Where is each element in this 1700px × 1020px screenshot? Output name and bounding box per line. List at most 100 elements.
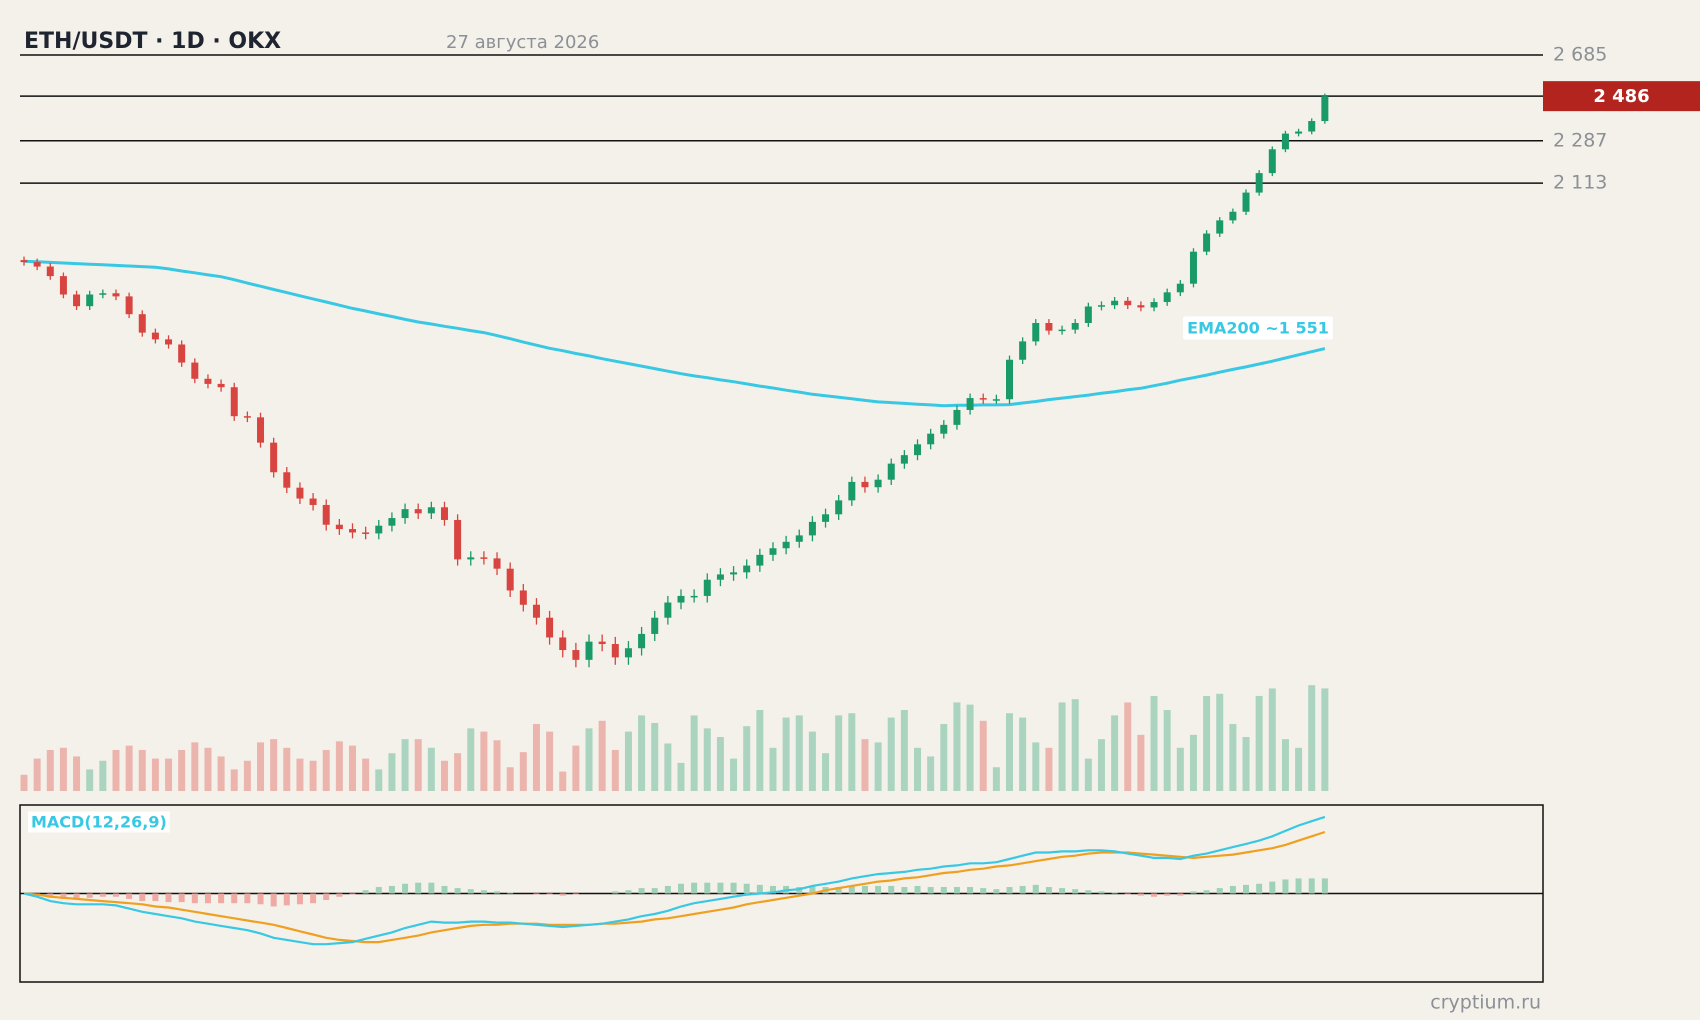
candle-body xyxy=(362,532,370,534)
macd-histogram-bar xyxy=(861,885,868,894)
candle-body xyxy=(467,557,475,560)
macd-line xyxy=(23,815,1326,946)
candle-body xyxy=(1137,305,1145,308)
volume-bar xyxy=(283,747,291,791)
volume-bar xyxy=(703,728,711,791)
macd-histogram-bar xyxy=(375,887,382,894)
macd-histogram-bar xyxy=(625,890,632,894)
volume-bar xyxy=(1321,688,1329,791)
candle-body xyxy=(782,541,790,549)
candle-body xyxy=(86,294,94,307)
macd-histogram-bar xyxy=(1085,890,1092,894)
volume-bar xyxy=(1242,737,1250,791)
volume-bar xyxy=(743,726,751,791)
candle-body xyxy=(1308,121,1316,132)
macd-histogram-bar xyxy=(296,893,303,905)
volume-bar xyxy=(756,710,764,791)
volume-bar xyxy=(900,710,908,791)
candle-body xyxy=(1189,251,1197,284)
candle-body xyxy=(1019,341,1027,360)
last-price-label: 2 486 xyxy=(1593,86,1649,107)
macd-histogram-bar xyxy=(546,893,553,895)
macd-histogram-bar xyxy=(1137,893,1144,896)
chart-title: ETH/USDT · 1D · OKX xyxy=(24,29,281,54)
y-tick-label: 2 113 xyxy=(1553,172,1607,194)
candle-body xyxy=(532,604,540,618)
volume-bar xyxy=(257,742,265,791)
candle-body xyxy=(1255,173,1263,193)
volume-bar xyxy=(86,769,94,791)
macd-histogram-bar xyxy=(139,893,146,902)
volume-bar xyxy=(59,747,67,791)
candle-body xyxy=(966,398,974,410)
volume-bar xyxy=(191,742,199,791)
volume-bar xyxy=(638,715,646,791)
candle-body xyxy=(900,455,908,464)
macd-histogram-bar xyxy=(1295,878,1302,894)
candle-body xyxy=(1295,131,1303,134)
volume-bar xyxy=(1111,715,1119,791)
macd-histogram-bar xyxy=(402,883,409,894)
volume-bar xyxy=(1058,702,1066,791)
macd-histogram-bar xyxy=(691,882,698,894)
candle-body xyxy=(822,514,830,522)
volume-bar xyxy=(480,731,488,791)
volume-bar xyxy=(270,739,278,791)
volume-bar xyxy=(362,758,370,791)
macd-histogram-bar xyxy=(349,893,356,895)
macd-histogram-bar xyxy=(914,885,921,894)
y-tick-label: 2 685 xyxy=(1553,43,1607,65)
candle-body xyxy=(624,648,632,658)
volume-bar xyxy=(204,747,212,791)
macd-histogram-bar xyxy=(191,893,198,904)
candle-body xyxy=(1032,323,1040,342)
volume-bar xyxy=(992,767,1000,791)
macd-histogram-bar xyxy=(1229,885,1236,894)
macd-histogram-bar xyxy=(1124,893,1131,895)
candle-body xyxy=(979,398,987,400)
macd-histogram-bar xyxy=(165,893,172,903)
source: cryptium.ru xyxy=(1430,992,1541,1014)
macd-histogram-bar xyxy=(428,882,435,894)
macd-histogram-bar xyxy=(1243,884,1250,894)
macd-histogram-bar xyxy=(901,887,908,894)
volume-bar xyxy=(1229,724,1237,791)
candle-body xyxy=(1229,211,1237,221)
volume-bar xyxy=(1084,758,1092,791)
candle-body xyxy=(1281,133,1289,150)
volume-bar xyxy=(296,758,304,791)
macd-histogram-bar xyxy=(388,885,395,894)
volume-bar xyxy=(1295,747,1303,791)
macd-histogram-bar xyxy=(480,890,487,894)
macd-histogram-bar xyxy=(638,888,645,894)
macd-histogram-bar xyxy=(257,893,264,905)
candle-body xyxy=(112,293,120,297)
macd-histogram-bar xyxy=(1308,878,1315,894)
volume-bar xyxy=(335,741,343,791)
candle-body xyxy=(861,481,869,488)
candle-body xyxy=(414,509,422,514)
volume-bar xyxy=(835,715,843,791)
candle-body xyxy=(546,617,554,638)
candle-body xyxy=(349,529,356,533)
volume-bar xyxy=(1281,739,1289,791)
volume-bar xyxy=(716,737,724,791)
candle-body xyxy=(20,260,28,263)
candle-body xyxy=(638,633,646,649)
candle-body xyxy=(309,498,317,505)
candle-body xyxy=(427,507,435,514)
macd-label: MACD(12,26,9) xyxy=(31,813,167,832)
macd-histogram-bar xyxy=(1177,893,1184,896)
candle-body xyxy=(1150,302,1158,308)
macd-histogram-bar xyxy=(980,888,987,894)
volume-bar xyxy=(546,731,554,791)
macd-histogram-bar xyxy=(1059,888,1066,894)
macd-histogram-bar xyxy=(1032,884,1039,894)
candle-body xyxy=(598,641,606,645)
candle-body xyxy=(191,362,199,379)
candle-body xyxy=(257,417,265,443)
volume-bar xyxy=(414,739,422,791)
candle-body xyxy=(1163,292,1171,303)
macd-histogram-bar xyxy=(1045,887,1052,894)
